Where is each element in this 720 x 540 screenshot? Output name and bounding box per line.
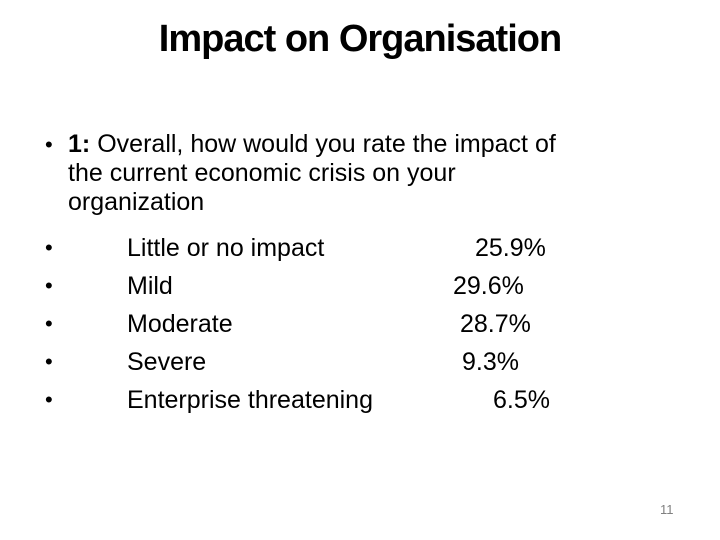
- list-item: • Mild 29.6%: [45, 267, 675, 305]
- question-line-1-text: Overall, how would you rate the impact o…: [97, 130, 556, 158]
- list-item: • Moderate 28.7%: [45, 305, 675, 343]
- bullet-icon: •: [45, 349, 53, 374]
- page-number: 11: [660, 502, 674, 517]
- bullet-icon: •: [45, 235, 53, 260]
- item-value: 25.9%: [475, 234, 546, 262]
- item-label: Enterprise threatening: [127, 386, 373, 414]
- item-label: Severe: [127, 348, 207, 376]
- question-line-1: 1: Overall, how would you rate the impact…: [68, 130, 675, 159]
- item-value: 6.5%: [493, 386, 550, 414]
- item-label: Mild: [127, 272, 173, 300]
- impact-rating-list: • Little or no impact 25.9% • Mild 29.6%…: [45, 229, 675, 419]
- bullet-icon: •: [45, 311, 53, 336]
- list-item: • Little or no impact 25.9%: [45, 229, 675, 267]
- question-line-2: the current economic crisis on your: [68, 159, 456, 187]
- item-label: Little or no impact: [127, 234, 325, 262]
- item-value: 29.6%: [453, 272, 524, 300]
- question-number: 1:: [68, 130, 91, 158]
- question-line-3: organization: [68, 188, 205, 216]
- item-label: Moderate: [127, 310, 233, 338]
- question-bullet-item: • 1: Overall, how would you rate the impa…: [45, 130, 675, 217]
- item-value: 9.3%: [462, 348, 519, 376]
- slide-body: • 1: Overall, how would you rate the impa…: [45, 130, 675, 419]
- bullet-icon: •: [45, 387, 53, 412]
- bullet-icon: •: [45, 132, 53, 157]
- slide-title: Impact on Organisation: [158, 18, 562, 60]
- list-item: • Enterprise threatening 6.5%: [45, 381, 675, 419]
- bullet-icon: •: [45, 273, 53, 298]
- item-value: 28.7%: [460, 310, 531, 338]
- list-item: • Severe 9.3%: [45, 343, 675, 381]
